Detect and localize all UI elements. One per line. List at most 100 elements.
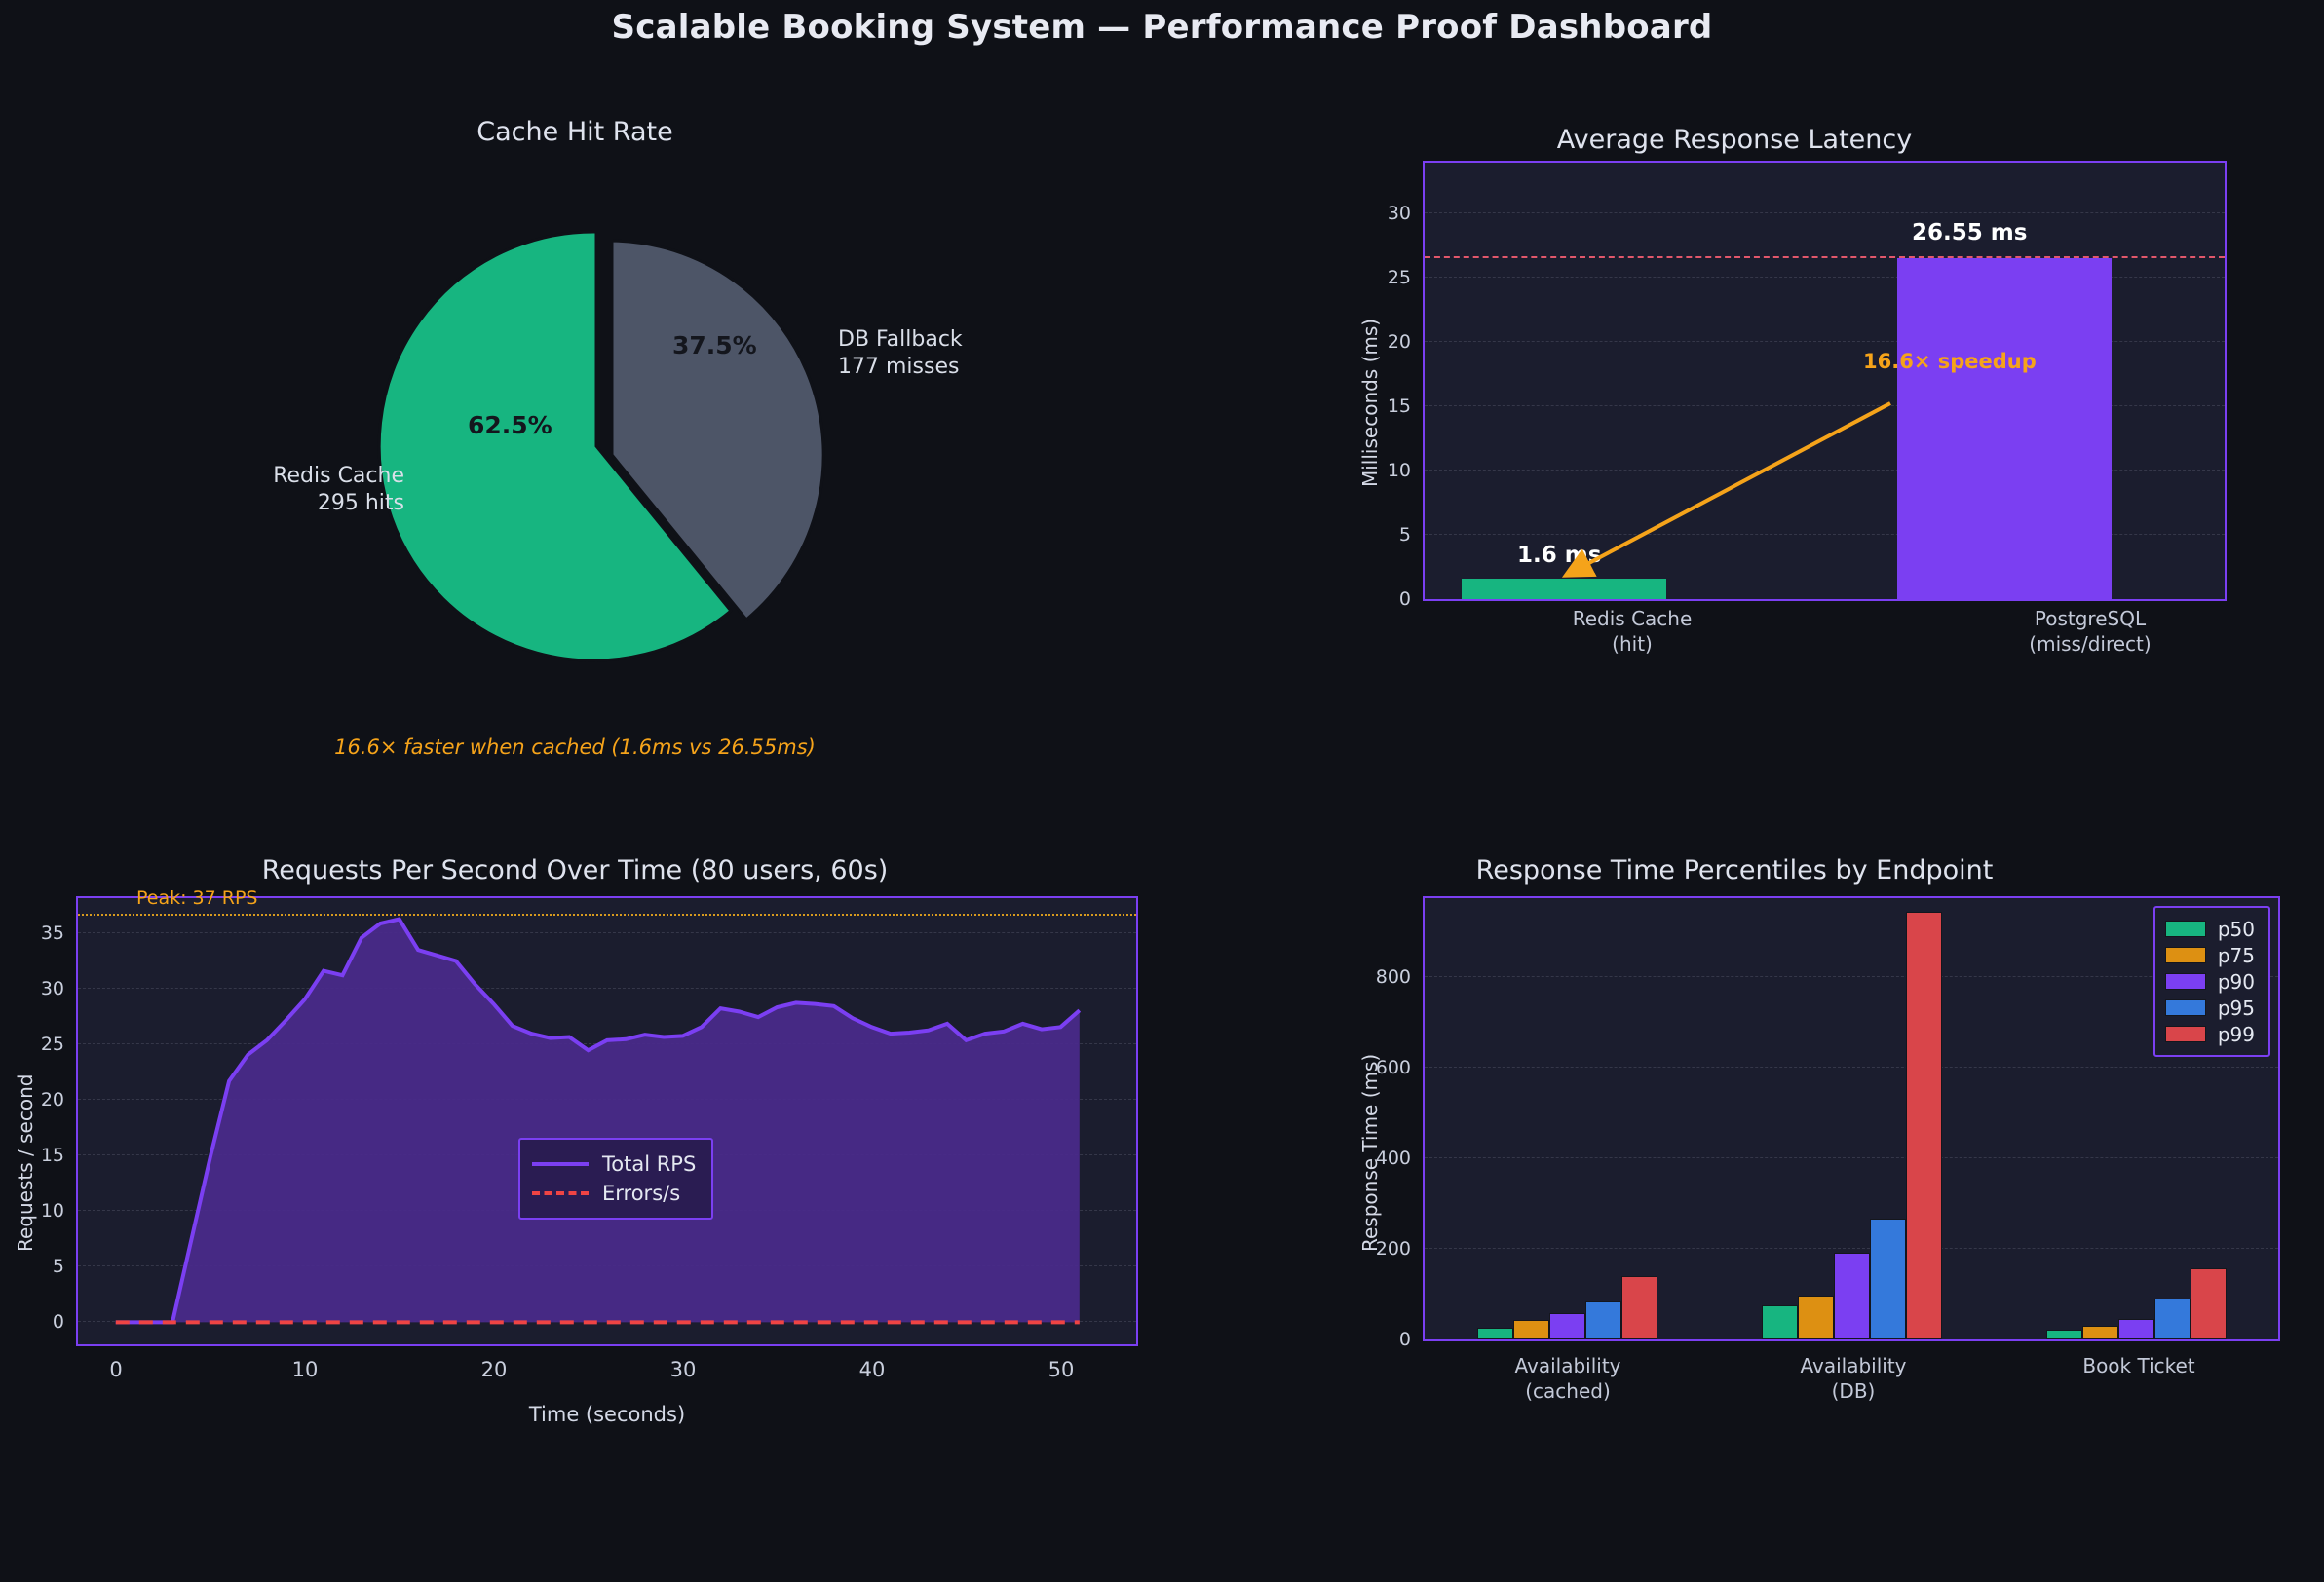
latency-threshold-line [1425, 256, 2225, 258]
color-swatch-p99-icon [2164, 1026, 2206, 1042]
rps-ytick-0: 0 [52, 1311, 64, 1333]
percentiles-ytick-800: 800 [1375, 966, 1411, 988]
latency-ytick-10: 10 [1387, 460, 1411, 481]
latency-speedup-label: 16.6× speedup [1863, 350, 2037, 373]
percentiles-legend[interactable]: p50 p75 p90 p95 p99 [2153, 906, 2270, 1057]
page-title: Scalable Booking System — Performance Pr… [611, 8, 1713, 47]
percentiles-bar-availability-p75[interactable] [1512, 1320, 1549, 1339]
percentiles-bar-availability-p90[interactable] [1833, 1253, 1870, 1339]
percentiles-bar-availability-p99[interactable] [1620, 1276, 1657, 1339]
percentiles-bar-availability-p95[interactable] [1869, 1218, 1906, 1339]
line-swatch-icon [532, 1162, 589, 1166]
percentiles-bar-availability-p90[interactable] [1548, 1313, 1585, 1339]
percentiles-plot-area: 0 200 400 600 800 p50 p75 p90 [1376, 896, 2280, 1403]
rps-total-line[interactable] [115, 917, 1082, 1325]
latency-xlabel-pg-line1: PostgreSQL [2034, 607, 2147, 630]
rps-legend-label-total: Total RPS [602, 1152, 697, 1176]
pct-xlabel-0-line2: (cached) [1525, 1379, 1611, 1403]
cache-speedup-caption: 16.6× faster when cached (1.6ms vs 26.55… [334, 735, 816, 759]
percentiles-bar-book-ticket-p90[interactable] [2117, 1319, 2154, 1339]
rps-peak-label: Peak: 37 RPS [136, 887, 258, 909]
rps-ytick-25: 25 [40, 1034, 64, 1055]
percentiles-title: Response Time Percentiles by Endpoint [1475, 855, 1994, 885]
percentiles-ytick-200: 200 [1375, 1238, 1411, 1260]
percentiles-legend-item-p50[interactable]: p50 [2164, 916, 2255, 942]
latency-panel: Average Response Latency Milliseconds (m… [1150, 107, 2324, 828]
rps-xtick-30: 30 [669, 1358, 697, 1381]
rps-plot-area: 0 5 10 15 20 25 30 35 Peak: 37 RPS Total… [41, 887, 1138, 1381]
rps-peak-line [78, 914, 1136, 916]
rps-ytick-5: 5 [52, 1256, 64, 1277]
percentiles-bar-book-ticket-p95[interactable] [2153, 1298, 2191, 1339]
pie-label-redis-cache-name: Redis Cache [273, 464, 404, 488]
rps-ytick-30: 30 [40, 978, 64, 999]
pct-xlabel-1-line2: (DB) [1831, 1379, 1876, 1403]
percentiles-legend-label-p90: p90 [2217, 969, 2255, 994]
percentiles-bar-book-ticket-p50[interactable] [2045, 1329, 2082, 1339]
pie-label-db-fallback-count: 177 misses [838, 355, 960, 380]
rps-y-axis-title: Requests / second [14, 1074, 37, 1252]
latency-speedup-arrow [1561, 401, 1891, 578]
percentiles-bar-book-ticket-p75[interactable] [2081, 1325, 2118, 1339]
latency-ytick-5: 5 [1398, 524, 1411, 546]
latency-gridline-30 [1425, 212, 2225, 213]
pie-svg [377, 230, 825, 662]
color-swatch-p90-icon [2164, 973, 2206, 990]
latency-gridline-25 [1425, 277, 2225, 278]
cache-hit-rate-pie: 62.5% 37.5% Redis Cache 295 hits DB Fall… [273, 224, 963, 672]
percentiles-ytick-0: 0 [1398, 1329, 1411, 1350]
rps-xtick-0: 0 [109, 1358, 123, 1381]
pie-slice-redis-cache[interactable] [377, 230, 734, 662]
rps-legend-item-total[interactable]: Total RPS [532, 1149, 696, 1179]
rps-legend[interactable]: Total RPS Errors/s [518, 1138, 714, 1220]
percentiles-panel: Response Time Percentiles by Endpoint Re… [1150, 848, 2324, 1582]
percentiles-xlabel-availability-cached: Availability (cached) [1514, 1353, 1620, 1404]
rps-legend-item-errors[interactable]: Errors/s [532, 1179, 696, 1208]
rps-gridline-30 [78, 988, 1136, 989]
pie-percent-db-fallback: 37.5% [672, 331, 757, 359]
cache-hit-rate-panel: Cache Hit Rate 62.5% 37.5% Redis Cache 2… [0, 107, 1150, 828]
pie-label-redis-cache-count: 295 hits [317, 491, 404, 516]
percentiles-ytick-600: 600 [1375, 1057, 1411, 1078]
percentiles-bar-availability-p50[interactable] [1476, 1328, 1513, 1339]
percentiles-gridline-400 [1425, 1157, 2278, 1158]
latency-ytick-30: 30 [1387, 203, 1411, 224]
percentiles-legend-item-p90[interactable]: p90 [2164, 968, 2255, 995]
latency-xlabel-redis-cache: Redis Cache (hit) [1525, 606, 1739, 657]
percentiles-legend-label-p99: p99 [2217, 1022, 2255, 1046]
color-swatch-p75-icon [2164, 947, 2206, 963]
percentiles-legend-item-p99[interactable]: p99 [2164, 1021, 2255, 1047]
latency-plot-area: 0 5 10 15 20 25 30 1.6 ms 26.55 ms [1388, 161, 2227, 610]
percentiles-bar-availability-p75[interactable] [1797, 1295, 1834, 1339]
pie-slice-db-fallback[interactable] [610, 239, 825, 622]
latency-xlabel-postgresql: PostgreSQL (miss/direct) [1963, 606, 2217, 657]
percentiles-legend-label-p50: p50 [2217, 917, 2255, 941]
pct-xlabel-0-line1: Availability [1514, 1354, 1621, 1377]
pct-xlabel-1-line1: Availability [1800, 1354, 1907, 1377]
color-swatch-p50-icon [2164, 921, 2206, 937]
rps-xtick-50: 50 [1048, 1358, 1075, 1381]
percentiles-bar-availability-p95[interactable] [1584, 1301, 1621, 1339]
rps-title: Requests Per Second Over Time (80 users,… [261, 855, 889, 885]
latency-y-axis-title: Milliseconds (ms) [1358, 318, 1382, 487]
latency-bar-redis-cache[interactable] [1462, 579, 1666, 599]
percentiles-xlabel-book-ticket: Book Ticket [2082, 1353, 2194, 1378]
latency-value-postgresql: 26.55 ms [1912, 220, 2028, 245]
dashed-line-swatch-icon [532, 1191, 589, 1195]
percentiles-bar-availability-p50[interactable] [1761, 1305, 1798, 1339]
percentiles-bar-book-ticket-p99[interactable] [2190, 1267, 2227, 1339]
rps-xtick-40: 40 [858, 1358, 886, 1381]
percentiles-bar-availability-p99[interactable] [1905, 912, 1942, 1339]
rps-series-svg [115, 917, 1082, 1325]
rps-gridline-35 [78, 932, 1136, 933]
pie-label-db-fallback: DB Fallback 177 misses [838, 326, 1052, 381]
percentiles-xlabel-availability-db: Availability (DB) [1800, 1353, 1906, 1404]
percentiles-legend-label-p95: p95 [2217, 996, 2255, 1020]
latency-xlabel-pg-line2: (miss/direct) [2029, 632, 2152, 656]
rps-xtick-20: 20 [480, 1358, 508, 1381]
percentiles-legend-item-p75[interactable]: p75 [2164, 942, 2255, 968]
latency-bar-postgresql[interactable] [1897, 258, 2112, 599]
pct-xlabel-2-line1: Book Ticket [2082, 1354, 2195, 1377]
percentiles-legend-item-p95[interactable]: p95 [2164, 995, 2255, 1021]
